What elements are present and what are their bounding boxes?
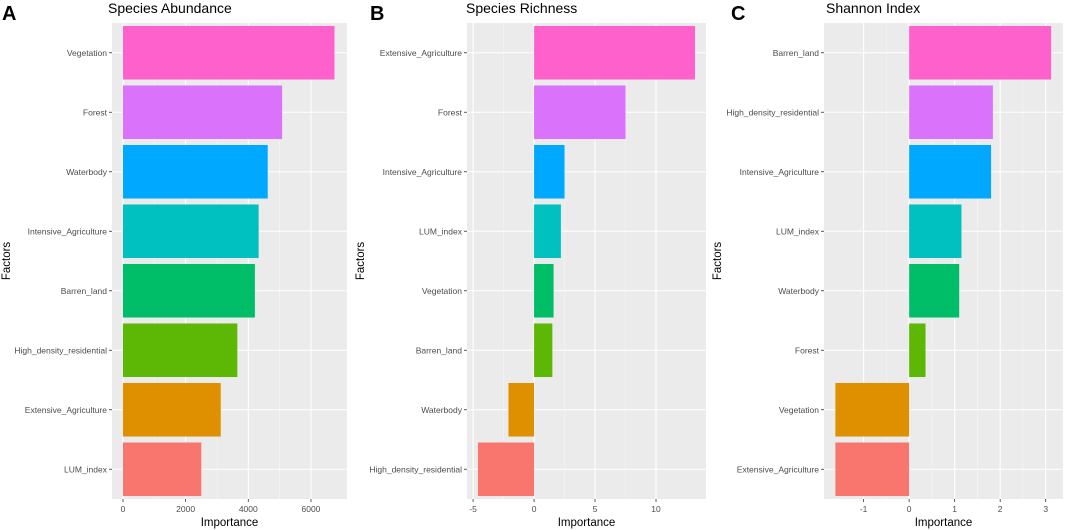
panel-b-bar-waterbody bbox=[508, 382, 535, 437]
panel-c-x-axis-title: Importance bbox=[915, 517, 973, 529]
panel-a-y-axis-title: Factors bbox=[1, 242, 13, 281]
panel-c-y-tick-label: Intensive_Agriculture bbox=[740, 167, 820, 177]
panel-a-bar-forest bbox=[122, 85, 283, 140]
panel-a-x-tick-label: 2000 bbox=[176, 504, 195, 514]
panel-c-y-tick-label: Barren_land bbox=[773, 48, 820, 58]
panel-b-y-tick-label: Extensive_Agriculture bbox=[380, 48, 462, 58]
panel-b-x-tick-label: 10 bbox=[651, 504, 661, 514]
panel-b-bar-vegetation bbox=[534, 263, 554, 318]
panel-c-y-tick-label: Forest bbox=[795, 345, 820, 355]
panel-c-bar-barren-land bbox=[909, 25, 1052, 80]
panel-c-y-tick-label: Vegetation bbox=[779, 405, 819, 415]
panel-c-bars bbox=[835, 25, 1052, 497]
panel-a: A Species Abundance Vegetation Forest Wate… bbox=[1, 0, 347, 529]
panel-c: C Shannon Index Barren_land High_density_… bbox=[712, 0, 1063, 529]
panel-a-bar-extensive-agriculture bbox=[122, 382, 221, 437]
panel-a-y-tick-label: LUM_index bbox=[64, 464, 108, 474]
panel-c-y-tick-label: Waterbody bbox=[778, 286, 820, 296]
panel-c-x-tick-label: -1 bbox=[860, 504, 868, 514]
panel-b-x-tick-label: 0 bbox=[532, 504, 537, 514]
panel-c-bar-waterbody bbox=[909, 263, 960, 318]
panel-c-bar-extensive-agriculture bbox=[835, 442, 910, 497]
panel-c-bar-vegetation bbox=[835, 382, 910, 437]
panel-b-y-tick-label: High_density_residential bbox=[369, 464, 462, 474]
panel-c-y-axis-title: Factors bbox=[712, 242, 724, 281]
panel-a-title: Species Abundance bbox=[108, 0, 232, 16]
panel-c-x-tick-label: 0 bbox=[907, 504, 912, 514]
panel-a-y-tick-label: Intensive_Agriculture bbox=[28, 226, 108, 236]
panel-b-y-axis-title: Factors bbox=[355, 242, 367, 281]
panel-c-bar-lum-index bbox=[909, 204, 962, 259]
panel-c-x-tick-label: 1 bbox=[952, 504, 957, 514]
panel-a-x-tick-label: 4000 bbox=[239, 504, 258, 514]
panel-c-x-ticks: -1 0 1 2 3 bbox=[860, 499, 1048, 514]
panel-a-y-tick-label: Vegetation bbox=[67, 48, 107, 58]
panel-b-bar-lum-index bbox=[534, 204, 561, 259]
panel-a-y-ticks: Vegetation Forest Waterbody Intensive_Agric… bbox=[14, 48, 112, 474]
panel-a-y-tick-label: High_density_residential bbox=[14, 345, 107, 355]
panel-a-letter: A bbox=[2, 3, 16, 25]
panel-b: B Species Richness Extensive_Agriculture… bbox=[355, 0, 706, 529]
panel-c-y-tick-label: LUM_index bbox=[776, 226, 820, 236]
panel-c-y-tick-label: High_density_residential bbox=[726, 107, 819, 117]
panel-a-bar-intensive-agriculture bbox=[122, 204, 259, 259]
panel-b-bars bbox=[477, 25, 696, 497]
panel-b-y-tick-label: Intensive_Agriculture bbox=[383, 167, 463, 177]
panel-c-x-tick-label: 3 bbox=[1043, 504, 1048, 514]
panel-a-y-tick-label: Barren_land bbox=[61, 286, 108, 296]
panel-b-title: Species Richness bbox=[466, 0, 577, 16]
panel-a-bar-high-density-residential bbox=[122, 323, 238, 378]
panel-b-x-tick-label: -5 bbox=[469, 504, 477, 514]
panel-b-x-axis-title: Importance bbox=[558, 517, 616, 529]
panel-b-letter: B bbox=[370, 3, 384, 25]
panel-b-bar-extensive-agriculture bbox=[534, 25, 696, 80]
panel-c-bar-forest bbox=[909, 323, 926, 378]
panel-a-bar-vegetation bbox=[122, 25, 335, 80]
panel-a-x-ticks: 0 2000 4000 6000 bbox=[121, 499, 321, 514]
panel-b-bar-high-density-residential bbox=[477, 442, 535, 497]
panel-a-x-tick-label: 0 bbox=[121, 504, 126, 514]
panel-b-y-tick-label: Waterbody bbox=[421, 405, 463, 415]
panel-b-bar-forest bbox=[534, 85, 626, 140]
panel-c-y-tick-label: Extensive_Agriculture bbox=[737, 464, 819, 474]
panel-b-y-tick-label: Forest bbox=[438, 107, 463, 117]
panel-c-x-tick-label: 2 bbox=[998, 504, 1003, 514]
panel-a-bar-barren-land bbox=[122, 263, 255, 318]
panel-b-x-ticks: -5 0 5 10 bbox=[469, 499, 661, 514]
panel-a-bar-waterbody bbox=[122, 144, 268, 199]
panel-b-y-ticks: Extensive_Agriculture Forest Intensive_Agr… bbox=[369, 48, 467, 474]
panel-a-x-axis-title: Importance bbox=[201, 517, 259, 529]
panel-b-y-tick-label: LUM_index bbox=[419, 226, 463, 236]
panel-a-bar-lum-index bbox=[122, 442, 202, 497]
panel-c-bar-high-density-residential bbox=[909, 85, 993, 140]
panel-b-x-tick-label: 5 bbox=[593, 504, 598, 514]
panel-b-bar-intensive-agriculture bbox=[534, 144, 565, 199]
panel-c-bar-intensive-agriculture bbox=[909, 144, 992, 199]
panel-c-y-ticks: Barren_land High_density_residential Inten… bbox=[726, 48, 824, 474]
panel-b-y-tick-label: Barren_land bbox=[416, 345, 463, 355]
panel-a-y-tick-label: Extensive_Agriculture bbox=[25, 405, 107, 415]
panel-c-title: Shannon Index bbox=[826, 0, 920, 16]
panel-a-y-tick-label: Forest bbox=[83, 107, 108, 117]
panel-c-letter: C bbox=[731, 3, 745, 25]
panel-a-bars bbox=[122, 25, 335, 497]
panel-b-y-tick-label: Vegetation bbox=[422, 286, 462, 296]
panel-b-bar-barren-land bbox=[534, 323, 553, 378]
panel-a-y-tick-label: Waterbody bbox=[66, 167, 108, 177]
panel-a-x-tick-label: 6000 bbox=[302, 504, 321, 514]
